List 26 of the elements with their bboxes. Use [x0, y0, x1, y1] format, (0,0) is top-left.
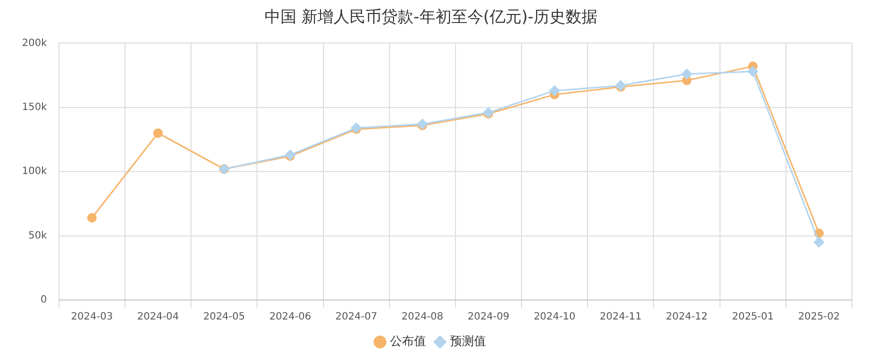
y-tick-label: 0: [40, 294, 47, 306]
x-tick-label: 2024-12: [666, 312, 708, 323]
x-tick-label: 2024-06: [269, 312, 312, 323]
legend-label: 公布值: [390, 334, 426, 348]
x-tick-label: 2024-11: [600, 312, 642, 323]
x-tick-label: 2025-02: [798, 312, 840, 323]
legend-label: 预测值: [450, 334, 486, 348]
point: [682, 68, 692, 80]
point: [748, 66, 758, 77]
point: [549, 85, 560, 96]
x-tick-label: 2024-07: [335, 312, 378, 323]
x-tick-label: 2024-05: [203, 312, 246, 323]
x-tick-label: 2025-01: [732, 312, 774, 323]
point: [153, 128, 163, 138]
x-tick-label: 2024-03: [71, 312, 113, 323]
y-tick-label: 200k: [22, 38, 48, 49]
y-tick-label: 150k: [22, 102, 48, 113]
chart-title: 中国 新增人民币贷款-年初至今(亿元)-历史数据: [264, 6, 598, 26]
y-tick-label: 100k: [22, 166, 48, 178]
point: [87, 213, 97, 223]
point: [814, 236, 824, 248]
x-tick-label: 2024-04: [137, 312, 179, 323]
x-tick-label: 2024-09: [468, 312, 510, 323]
x-tick-label: 2024-08: [401, 312, 444, 323]
y-tick-label: 50k: [28, 230, 48, 242]
x-tick-label: 2024-10: [534, 312, 576, 323]
